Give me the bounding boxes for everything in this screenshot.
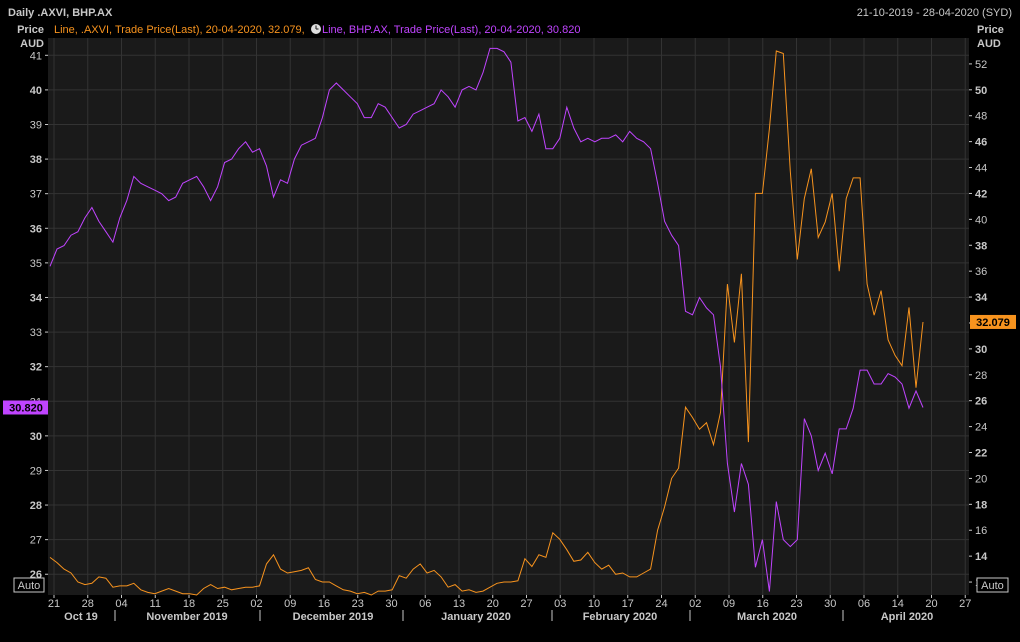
x-tick-label: 09 [284, 598, 296, 610]
x-tick-label: 20 [925, 598, 937, 610]
left-tick-label: 33 [30, 327, 42, 339]
right-tick-label: 38 [975, 240, 987, 252]
left-tick-label: 37 [30, 189, 42, 201]
right-tick-label: 24 [975, 422, 987, 434]
left-axis-ticks: 26272829303132333435363738394041 [30, 50, 48, 581]
x-tick-label: 24 [655, 598, 667, 610]
x-tick-label: 10 [588, 598, 600, 610]
right-tick-label: 26 [975, 396, 987, 408]
auto-button-right-label: Auto [981, 580, 1004, 592]
x-tick-label: 23 [790, 598, 802, 610]
x-tick-label: 27 [959, 598, 971, 610]
auto-button-left[interactable]: Auto [13, 577, 45, 593]
x-tick-label: 30 [824, 598, 836, 610]
right-tick-label: 22 [975, 448, 987, 460]
x-tick-label: 06 [858, 598, 870, 610]
left-tick-label: 41 [30, 50, 42, 62]
x-tick-label: 23 [352, 598, 364, 610]
x-tick-label: 03 [554, 598, 566, 610]
right-tick-label: 52 [975, 59, 987, 71]
left-tick-label: 27 [30, 535, 42, 547]
auto-button-right[interactable]: Auto [976, 577, 1009, 593]
right-tick-label: 50 [975, 85, 987, 97]
left-tick-label: 30 [30, 431, 42, 443]
month-label: Oct 19 [64, 611, 98, 623]
right-tick-label: 18 [975, 499, 987, 511]
x-tick-label: 16 [318, 598, 330, 610]
x-tick-label: 02 [689, 598, 701, 610]
left-tick-label: 36 [30, 223, 42, 235]
x-tick-label: 16 [757, 598, 769, 610]
x-tick-label: 21 [48, 598, 60, 610]
month-label: April 2020 [881, 611, 934, 623]
right-tick-label: 20 [975, 473, 987, 485]
date-range: 21-10-2019 - 28-04-2020 (SYD) [857, 7, 1012, 19]
x-tick-label: 14 [892, 598, 904, 610]
left-last-value-marker: 30.820 [3, 400, 48, 415]
x-tick-label: 02 [250, 598, 262, 610]
x-tick-label: 20 [487, 598, 499, 610]
right-tick-label: 16 [975, 525, 987, 537]
chart-title: Daily .AXVI, BHP.AX [8, 7, 113, 19]
x-tick-label: 27 [520, 598, 532, 610]
right-tick-label: 44 [975, 163, 987, 175]
left-last-value: 30.820 [9, 402, 43, 414]
right-tick-label: 14 [975, 551, 988, 563]
legend-bhp: Line, BHP.AX, Trade Price(Last), 20-04-2… [322, 24, 580, 36]
right-axis-label-currency: AUD [977, 38, 1001, 50]
left-tick-label: 34 [30, 292, 43, 304]
plot-area [48, 38, 969, 595]
x-tick-label: 06 [419, 598, 431, 610]
left-tick-label: 32 [30, 362, 42, 374]
month-label: January 2020 [441, 611, 511, 623]
right-last-value-marker: 32.079 [970, 314, 1016, 329]
x-tick-label: 11 [150, 598, 161, 610]
x-axis-ticks: 21 28 04 11 18 25 02 09 16 23 30 06 13 20 27 03 10 17 24 02… [48, 595, 971, 610]
legend-axvi: Line, .AXVI, Trade Price(Last), 20-04-20… [54, 24, 305, 36]
left-tick-label: 28 [30, 500, 42, 512]
clock-icon [311, 24, 321, 34]
right-tick-label: 40 [975, 214, 987, 226]
right-tick-label: 48 [975, 111, 987, 123]
left-axis-label-currency: AUD [20, 38, 44, 50]
x-tick-label: 28 [82, 598, 94, 610]
right-axis-label-price: Price [977, 24, 1004, 36]
left-tick-label: 38 [30, 154, 42, 166]
month-label: November 2019 [146, 611, 227, 623]
right-tick-label: 36 [975, 266, 987, 278]
auto-button-left-label: Auto [18, 580, 41, 592]
x-tick-label: 17 [622, 598, 634, 610]
bhp-series-line [49, 47, 924, 592]
x-tick-label: 13 [453, 598, 465, 610]
x-tick-label: 09 [723, 598, 735, 610]
right-tick-label: 42 [975, 188, 987, 200]
x-tick-label: 04 [115, 598, 127, 610]
month-label: December 2019 [293, 611, 374, 623]
right-last-value: 32.079 [976, 317, 1010, 329]
month-label: March 2020 [737, 611, 797, 623]
right-tick-label: 30 [975, 344, 987, 356]
left-tick-label: 35 [30, 258, 42, 270]
x-tick-label: 25 [217, 598, 229, 610]
month-label: February 2020 [583, 611, 658, 623]
x-tick-label: 30 [385, 598, 397, 610]
left-axis-label-price: Price [17, 24, 44, 36]
left-tick-label: 29 [30, 465, 42, 477]
right-tick-label: 34 [975, 292, 988, 304]
x-tick-label: 18 [183, 598, 195, 610]
left-tick-label: 39 [30, 119, 42, 131]
right-tick-label: 28 [975, 370, 987, 382]
left-tick-label: 40 [30, 85, 42, 97]
x-axis-months: Oct 19 November 2019 December 2019 January … [64, 610, 933, 623]
grid-lines [48, 38, 969, 595]
right-tick-label: 46 [975, 137, 987, 149]
axvi-series-line [49, 50, 924, 596]
